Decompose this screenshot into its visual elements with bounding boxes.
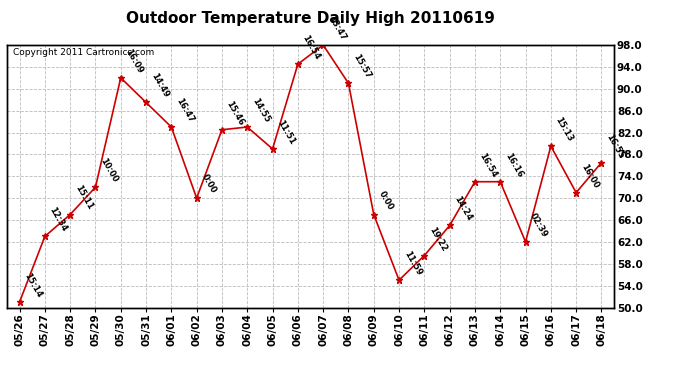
Text: 16:54: 16:54 [477,151,499,179]
Text: 15:13: 15:13 [553,116,575,143]
Text: 15:11: 15:11 [73,184,94,212]
Text: 14:49: 14:49 [149,72,170,100]
Text: 19:22: 19:22 [427,225,449,253]
Text: 12:34: 12:34 [48,206,69,234]
Text: 16:00: 16:00 [579,162,600,190]
Text: 16:47: 16:47 [174,97,195,124]
Text: 14:24: 14:24 [453,195,473,223]
Text: Outdoor Temperature Daily High 20110619: Outdoor Temperature Daily High 20110619 [126,11,495,26]
Text: 16:54: 16:54 [301,34,322,62]
Text: 16:55: 16:55 [604,132,625,160]
Text: 13:47: 13:47 [326,15,347,42]
Text: 15:46: 15:46 [225,99,246,127]
Text: 16:09: 16:09 [124,48,145,75]
Text: 02:39: 02:39 [529,211,549,239]
Text: 15:57: 15:57 [351,53,373,81]
Text: Copyright 2011 Cartronics.com: Copyright 2011 Cartronics.com [13,48,155,57]
Text: 16:16: 16:16 [503,151,524,179]
Text: 14:55: 14:55 [250,96,271,124]
Text: 0:00: 0:00 [199,173,217,195]
Text: 15:14: 15:14 [22,272,43,299]
Text: 11:59: 11:59 [402,250,423,278]
Text: 0:00: 0:00 [377,189,395,212]
Text: 10:00: 10:00 [98,157,119,184]
Text: 11:51: 11:51 [275,118,297,146]
